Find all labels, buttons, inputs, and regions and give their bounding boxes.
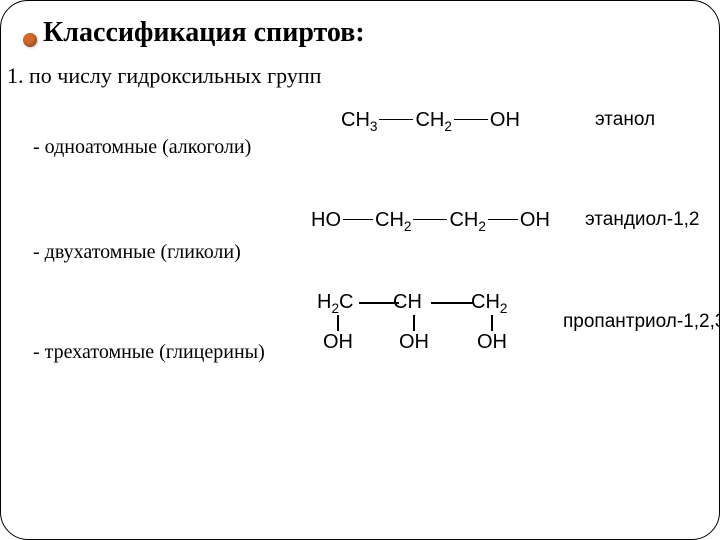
slide-frame: Классификация спиртов: 1. по числу гидро… — [0, 0, 720, 540]
row-label-tri: - трехатомные (глицерины) — [33, 341, 265, 364]
formula-ethanediol: HOCH2CH2OH — [311, 209, 550, 232]
formula-propanetriol: H2CCHCH2 OHOHOH — [319, 291, 529, 355]
row-label-mono: - одноатомные (алкоголи) — [33, 136, 251, 159]
formula-ethanol: CH3CH2OH — [341, 109, 520, 132]
row-label-di: - двухатомные (гликоли) — [33, 241, 241, 264]
compound-name-propanetriol: пропантриол-1,2,3 — [563, 311, 720, 333]
slide-subtitle: 1. по числу гидроксильных групп — [7, 63, 321, 89]
compound-name-ethanol: этанол — [595, 109, 655, 131]
title-bullet-icon — [23, 33, 37, 47]
slide-title: Классификация спиртов: — [43, 17, 365, 49]
compound-name-ethanediol: этандиол-1,2 — [585, 209, 700, 231]
